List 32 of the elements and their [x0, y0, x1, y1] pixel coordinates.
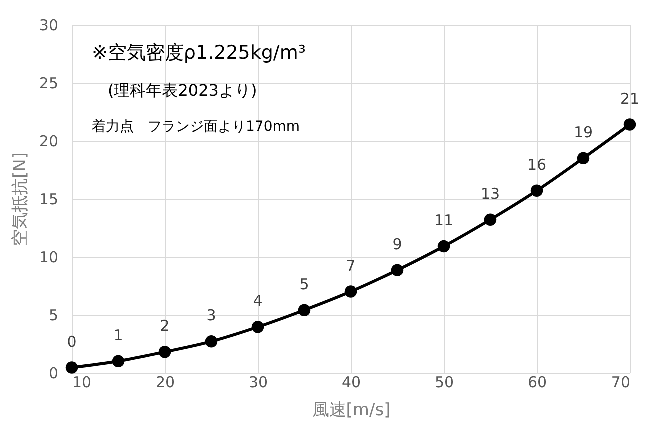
- data-label: 9: [392, 235, 402, 254]
- x-tick-label: 70: [611, 374, 630, 392]
- y-tick-label: 25: [39, 74, 58, 92]
- data-label: 11: [434, 212, 454, 230]
- x-tick-label: 10: [72, 374, 92, 392]
- data-label: 0: [67, 332, 77, 351]
- x-tick-label: 40: [342, 374, 362, 392]
- x-tick-label: 60: [528, 374, 548, 392]
- data-label: 3: [206, 306, 216, 325]
- y-tick-label: 20: [39, 132, 58, 150]
- data-label: 19: [574, 123, 594, 142]
- annotation: ※空気密度ρ1.225kg/m³: [92, 42, 306, 64]
- y-tick-label: 10: [39, 248, 58, 266]
- annotation: 着力点 フランジ面より170mm: [92, 119, 300, 135]
- y-tick-label: 0: [48, 364, 58, 382]
- y-axis-title: 空気抵抗[N]: [10, 152, 30, 246]
- data-label: 13: [480, 184, 500, 203]
- data-label: 4: [253, 292, 263, 310]
- y-tick-label: 30: [39, 16, 58, 34]
- y-tick-label: 5: [48, 306, 58, 324]
- x-axis-title: 風速[m/s]: [312, 400, 391, 420]
- y-tick-label: 15: [39, 190, 58, 208]
- data-label: 16: [527, 156, 547, 174]
- annotation: (理科年表2023より): [108, 81, 258, 100]
- data-label: 5: [300, 275, 310, 294]
- data-label: 7: [346, 256, 356, 275]
- data-label: 2: [160, 317, 170, 336]
- data-label: 21: [620, 90, 640, 108]
- x-tick-label: 20: [156, 374, 176, 392]
- data-label: 1: [114, 326, 124, 344]
- x-tick-label: 30: [248, 374, 268, 392]
- x-tick-label: 50: [434, 374, 454, 392]
